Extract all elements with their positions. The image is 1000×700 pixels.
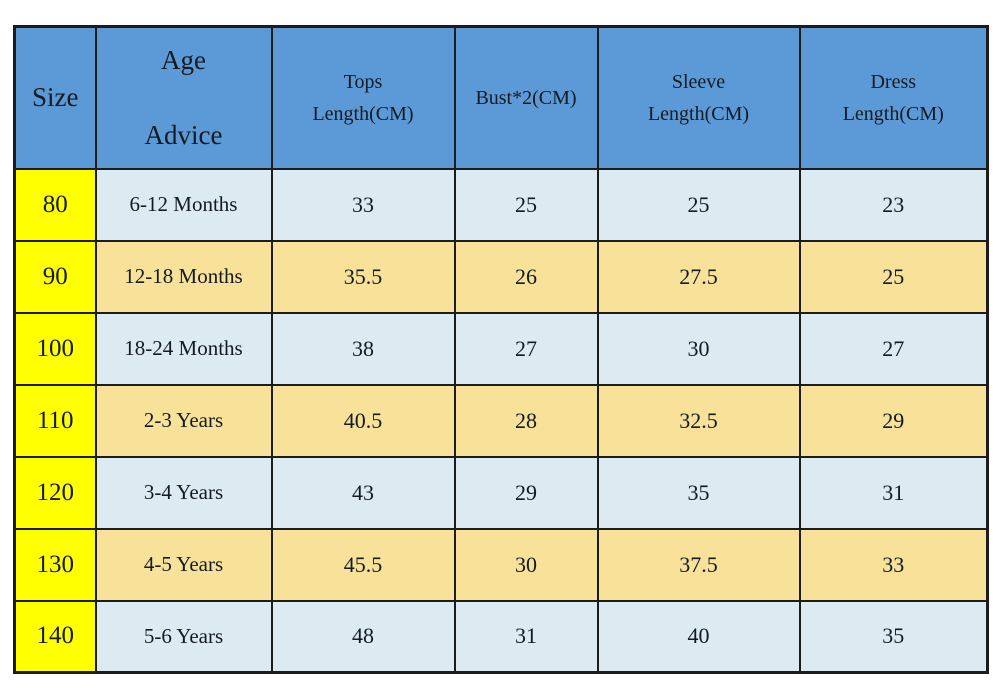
age-cell: 5-6 Years xyxy=(94,599,273,674)
tops-length-cell: 38 xyxy=(270,311,456,386)
header-tops-length: Tops Length(CM) xyxy=(270,25,456,170)
age-cell: 2-3 Years xyxy=(94,383,273,458)
dress-length-cell: 35 xyxy=(798,599,989,674)
sleeve-length-cell: 35 xyxy=(596,455,801,530)
header-bust: Bust*2(CM) xyxy=(453,25,599,170)
size-cell: 130 xyxy=(13,527,97,602)
table-row-size-120: 120 3-4 Years 43 29 35 31 xyxy=(13,455,989,530)
table-row-size-130: 130 4-5 Years 45.5 30 37.5 33 xyxy=(13,527,989,602)
tops-length-cell: 45.5 xyxy=(270,527,456,602)
age-cell: 3-4 Years xyxy=(94,455,273,530)
table-header-row: Size Age Advice Tops Length(CM) Bust*2(C… xyxy=(13,25,989,170)
table-row-size-110: 110 2-3 Years 40.5 28 32.5 29 xyxy=(13,383,989,458)
age-cell: 18-24 Months xyxy=(94,311,273,386)
dress-length-cell: 23 xyxy=(798,167,989,242)
header-age-line2: Advice xyxy=(144,119,223,150)
header-tops-line2: Length(CM) xyxy=(312,102,414,125)
size-cell: 80 xyxy=(13,167,97,242)
bust-cell: 31 xyxy=(453,599,599,674)
header-sleeve-length: Sleeve Length(CM) xyxy=(596,25,801,170)
size-cell: 120 xyxy=(13,455,97,530)
header-dress-line2: Length(CM) xyxy=(842,102,944,125)
header-dress-length: Dress Length(CM) xyxy=(798,25,989,170)
dress-length-cell: 27 xyxy=(798,311,989,386)
size-cell: 90 xyxy=(13,239,97,314)
bust-cell: 28 xyxy=(453,383,599,458)
header-size: Size xyxy=(13,25,97,170)
bust-cell: 29 xyxy=(453,455,599,530)
dress-length-cell: 31 xyxy=(798,455,989,530)
header-sleeve-line2: Length(CM) xyxy=(647,102,750,125)
bust-cell: 26 xyxy=(453,239,599,314)
header-age-advice: Age Advice xyxy=(94,25,273,170)
tops-length-cell: 33 xyxy=(270,167,456,242)
header-age-line1: Age xyxy=(161,44,206,75)
age-cell: 12-18 Months xyxy=(94,239,273,314)
sleeve-length-cell: 37.5 xyxy=(596,527,801,602)
tops-length-cell: 43 xyxy=(270,455,456,530)
sleeve-length-cell: 30 xyxy=(596,311,801,386)
age-cell: 4-5 Years xyxy=(94,527,273,602)
table-row-size-90: 90 12-18 Months 35.5 26 27.5 25 xyxy=(13,239,989,314)
bust-cell: 27 xyxy=(453,311,599,386)
bust-cell: 30 xyxy=(453,527,599,602)
header-dress-line1: Dress xyxy=(870,70,917,93)
table-row-size-80: 80 6-12 Months 33 25 25 23 xyxy=(13,167,989,242)
age-cell: 6-12 Months xyxy=(94,167,273,242)
tops-length-cell: 48 xyxy=(270,599,456,674)
sleeve-length-cell: 27.5 xyxy=(596,239,801,314)
sleeve-length-cell: 40 xyxy=(596,599,801,674)
sleeve-length-cell: 25 xyxy=(596,167,801,242)
tops-length-cell: 40.5 xyxy=(270,383,456,458)
header-tops-line1: Tops xyxy=(343,70,383,93)
size-cell: 100 xyxy=(13,311,97,386)
header-bust-line1: Bust*2(CM) xyxy=(475,86,577,109)
dress-length-cell: 29 xyxy=(798,383,989,458)
size-cell: 140 xyxy=(13,599,97,674)
dress-length-cell: 33 xyxy=(798,527,989,602)
size-cell: 110 xyxy=(13,383,97,458)
table-row-size-140: 140 5-6 Years 48 31 40 35 xyxy=(13,599,989,674)
header-sleeve-line1: Sleeve xyxy=(671,70,726,93)
sleeve-length-cell: 32.5 xyxy=(596,383,801,458)
dress-length-cell: 25 xyxy=(798,239,989,314)
tops-length-cell: 35.5 xyxy=(270,239,456,314)
size-chart-table: Size Age Advice Tops Length(CM) Bust*2(C… xyxy=(13,25,989,674)
bust-cell: 25 xyxy=(453,167,599,242)
table-row-size-100: 100 18-24 Months 38 27 30 27 xyxy=(13,311,989,386)
